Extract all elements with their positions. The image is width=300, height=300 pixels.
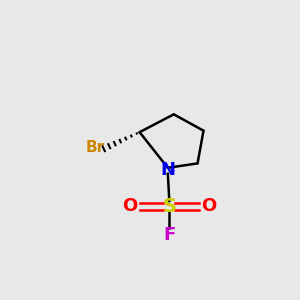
Text: O: O <box>201 197 216 215</box>
Text: Br: Br <box>86 140 105 155</box>
Text: F: F <box>163 226 176 244</box>
Text: S: S <box>162 197 176 216</box>
Text: O: O <box>122 197 138 215</box>
Text: N: N <box>160 161 175 179</box>
